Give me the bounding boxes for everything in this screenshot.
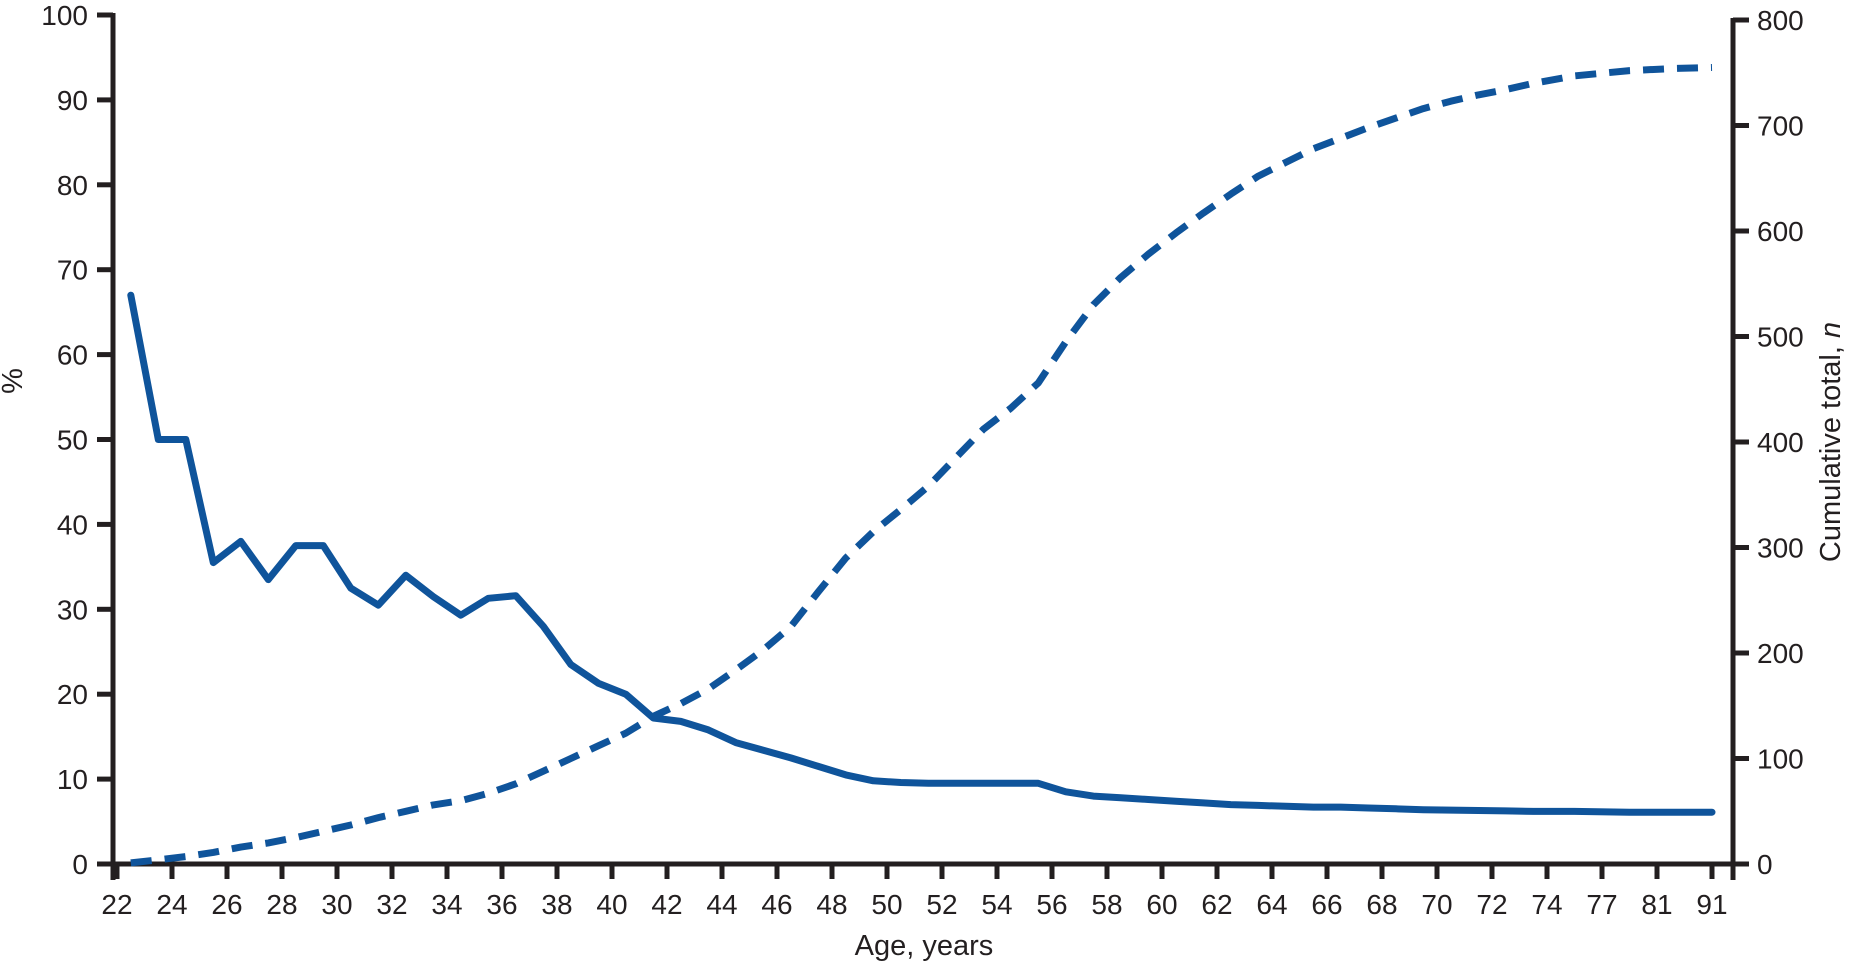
- right-y-axis-ticks: 0 100 200 300 400 500 600 700 800: [1733, 5, 1804, 880]
- x-tick-label: 66: [1311, 889, 1342, 920]
- x-tick-label: 68: [1366, 889, 1397, 920]
- x-tick-label: 32: [376, 889, 407, 920]
- x-tick-label: 56: [1036, 889, 1067, 920]
- right-y-tick-label: 200: [1757, 638, 1804, 669]
- x-tick-label: 72: [1476, 889, 1507, 920]
- right-y-axis-title-n: n: [1815, 322, 1847, 338]
- x-tick-label: 22: [101, 889, 132, 920]
- left-y-tick-label: 90: [57, 85, 88, 116]
- right-y-tick-label: 0: [1757, 849, 1773, 880]
- x-tick-label: 38: [541, 889, 572, 920]
- x-tick-label: 40: [596, 889, 627, 920]
- right-y-tick-label: 400: [1757, 427, 1804, 458]
- left-y-tick-label: 70: [57, 255, 88, 286]
- x-tick-label: 50: [871, 889, 902, 920]
- x-axis-ticks: 22 24 26 28 30 32 34 36 38 40 42 44 46 48 50 52 54 56 58 60…: [101, 866, 1728, 920]
- x-tick-label: 36: [486, 889, 517, 920]
- x-tick-label: 42: [651, 889, 682, 920]
- right-y-axis-title-main: Cumulative total,: [1815, 338, 1847, 562]
- x-tick-label: 91: [1696, 889, 1727, 920]
- left-y-tick-label: 60: [57, 340, 88, 371]
- x-tick-label: 28: [266, 889, 297, 920]
- cumulative-total-line: [130, 64, 1713, 867]
- left-y-tick-label: 80: [57, 170, 88, 201]
- right-y-tick-label: 300: [1757, 533, 1804, 564]
- x-tick-label: 74: [1531, 889, 1562, 920]
- left-y-axis-ticks: 0 10 20 30 40 50 60 70 80 90 100: [41, 0, 113, 880]
- left-y-tick-label: 0: [72, 849, 88, 880]
- x-axis-title: Age, years: [855, 930, 994, 962]
- right-y-axis-title: Cumulative total, n: [1815, 322, 1847, 562]
- right-y-tick-label: 700: [1757, 111, 1804, 142]
- left-y-tick-label: 50: [57, 425, 88, 456]
- x-tick-label: 48: [816, 889, 847, 920]
- x-tick-label: 81: [1641, 889, 1672, 920]
- left-y-tick-label: 10: [57, 764, 88, 795]
- x-tick-label: 52: [926, 889, 957, 920]
- left-y-tick-label: 100: [41, 0, 88, 31]
- percentage-at-age-line: [127, 291, 1716, 816]
- left-y-axis-title: %: [0, 368, 29, 394]
- left-y-tick-label: 20: [57, 679, 88, 710]
- x-tick-label: 44: [706, 889, 737, 920]
- x-tick-label: 24: [156, 889, 187, 920]
- right-y-tick-label: 800: [1757, 5, 1804, 36]
- x-tick-label: 64: [1256, 889, 1287, 920]
- right-y-tick-label: 100: [1757, 744, 1804, 775]
- data-series: [127, 64, 1716, 867]
- x-tick-label: 77: [1586, 889, 1617, 920]
- x-tick-label: 70: [1421, 889, 1452, 920]
- x-tick-label: 62: [1201, 889, 1232, 920]
- left-y-tick-label: 30: [57, 594, 88, 625]
- x-tick-label: 58: [1091, 889, 1122, 920]
- x-tick-label: 60: [1146, 889, 1177, 920]
- right-y-tick-label: 600: [1757, 216, 1804, 247]
- x-tick-label: 26: [211, 889, 242, 920]
- x-tick-label: 54: [981, 889, 1012, 920]
- right-y-tick-label: 500: [1757, 322, 1804, 353]
- x-tick-label: 34: [431, 889, 462, 920]
- left-y-tick-label: 40: [57, 509, 88, 540]
- x-tick-label: 46: [761, 889, 792, 920]
- x-tick-label: 30: [321, 889, 352, 920]
